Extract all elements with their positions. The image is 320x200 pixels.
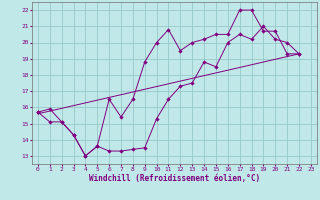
X-axis label: Windchill (Refroidissement éolien,°C): Windchill (Refroidissement éolien,°C) — [89, 174, 260, 183]
